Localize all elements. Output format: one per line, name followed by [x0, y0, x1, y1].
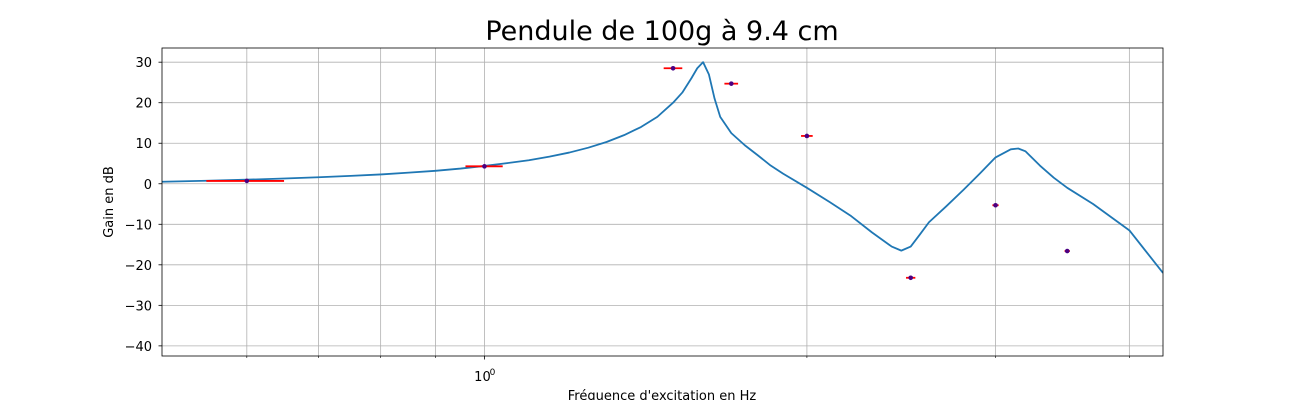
- data-point: [244, 178, 250, 184]
- y-tick-label: −30: [125, 299, 152, 314]
- plot-frame: [161, 47, 1164, 357]
- plot-layer: [162, 61, 1163, 281]
- y-tick-label: 20: [135, 97, 152, 112]
- y-tick-label: −40: [125, 340, 152, 355]
- y-tick-label: 10: [135, 137, 152, 152]
- data-point: [908, 275, 914, 281]
- model-curve: [162, 61, 1163, 274]
- data-point: [993, 202, 998, 208]
- grid-layer: [162, 48, 1163, 356]
- y-tick-label: −10: [125, 218, 152, 233]
- data-point: [1064, 248, 1070, 254]
- y-axis-label: Gain en dB: [102, 166, 117, 238]
- y-tick-label: 0: [144, 178, 152, 193]
- data-point: [670, 65, 676, 71]
- data-point: [729, 81, 734, 86]
- chart-title: Pendule de 100g à 9.4 cm: [485, 16, 838, 47]
- y-tick-label: −20: [125, 259, 152, 274]
- data-point: [804, 133, 810, 139]
- x-axis-label: Fréquence d'excitation en Hz: [568, 389, 757, 400]
- x-tick-label-exponent: 0: [490, 368, 496, 378]
- y-tick-label: 30: [135, 56, 152, 71]
- x-tick-label-base: 10: [474, 370, 491, 385]
- data-point: [482, 164, 487, 169]
